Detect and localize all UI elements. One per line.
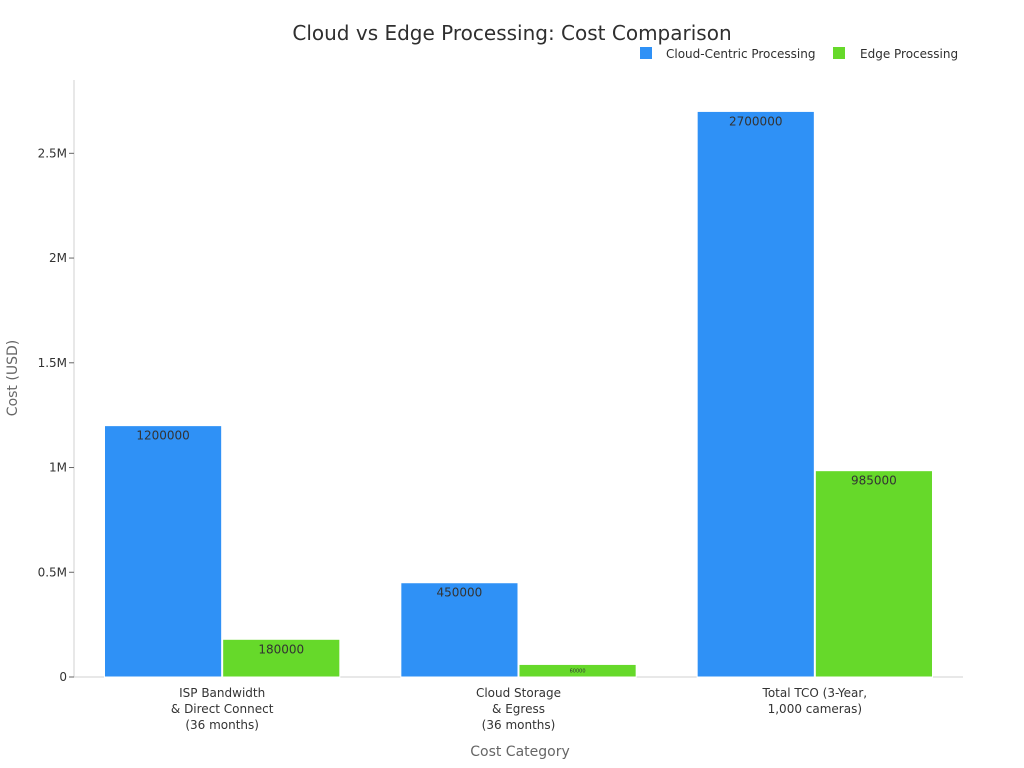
x-category-label-line: 1,000 cameras) [768,702,862,716]
x-axis-category-labels: ISP Bandwidth & Direct Connect (36 months)… [171,686,867,732]
x-category-label-line: (36 months) [185,718,259,732]
bar-data-label: 2700000 [729,114,782,128]
bar-data-label: 180000 [258,642,304,656]
bar-data-label: 450000 [437,586,483,600]
bar-data-label: 60000 [570,669,586,675]
y-axis-ticks: 0 0.5M 1M 1.5M 2M 2.5M [38,146,74,684]
x-category-label-line: ISP Bandwidth [179,686,265,700]
y-tick-label: 1.5M [38,356,67,370]
x-category-label-line: & Direct Connect [171,702,274,716]
bar-edge-1 [518,663,637,678]
x-category-label-line: Total TCO (3-Year, [762,686,868,700]
bar-cloud-1 [400,582,519,678]
x-category-label-2: Total TCO (3-Year, 1,000 cameras) [762,686,868,716]
x-axis-title: Cost Category [470,744,570,760]
legend-label-cloud: Cloud-Centric Processing [666,47,815,61]
bar-data-label: 1200000 [136,429,189,443]
x-category-label-line: (36 months) [482,718,556,732]
legend-swatch-cloud [640,47,652,59]
y-axis-title: Cost (USD) [5,340,21,416]
y-tick-label: 1M [49,461,67,475]
legend: Cloud-Centric Processing Edge Processing [640,47,958,61]
bar-cloud-0 [104,425,223,678]
y-tick-label: 2M [49,251,67,265]
bar-edge-0 [222,638,341,678]
x-category-label-line: Cloud Storage [476,686,561,700]
legend-swatch-edge [833,47,845,59]
bars [104,110,933,678]
y-tick-label: 0 [59,670,67,684]
bar-data-labels: 1200000 180000 450000 60000 2700000 985000 [136,114,896,674]
bar-edge-2 [814,470,933,678]
legend-label-edge: Edge Processing [860,47,958,61]
chart-title: Cloud vs Edge Processing: Cost Compariso… [292,21,731,45]
y-tick-label: 0.5M [38,565,67,579]
x-category-label-0: ISP Bandwidth & Direct Connect (36 months) [171,686,274,732]
bar-data-label: 985000 [851,474,897,488]
x-category-label-1: Cloud Storage & Egress (36 months) [476,686,561,732]
x-category-label-line: & Egress [492,702,545,716]
y-tick-label: 2.5M [38,146,67,160]
bar-cloud-2 [696,110,815,678]
